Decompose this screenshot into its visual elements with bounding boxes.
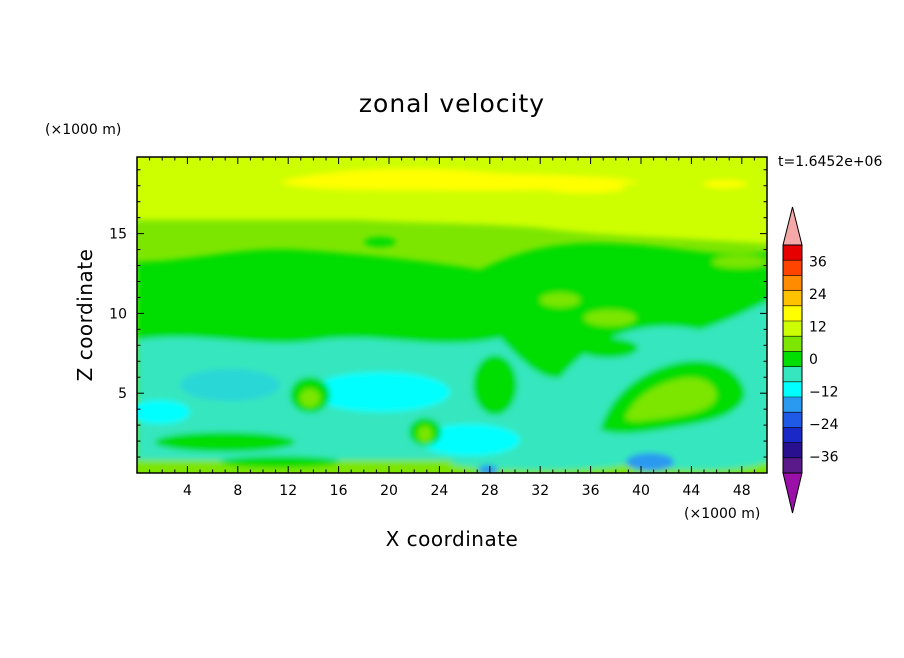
field-patch bbox=[712, 256, 767, 268]
colorbar: 36 24 12 0 −12 −24 −36 bbox=[782, 206, 839, 514]
field-patch bbox=[450, 454, 630, 470]
x-tick-label: 8 bbox=[233, 483, 242, 499]
field-patch bbox=[220, 456, 340, 468]
x-tick-label: 20 bbox=[380, 483, 398, 499]
field-negative-patch bbox=[478, 465, 498, 473]
chart-title: zonal velocity bbox=[359, 89, 545, 118]
field-green-patch bbox=[418, 426, 432, 442]
time-label: t=1.6452e+06 bbox=[778, 154, 882, 170]
field-patch bbox=[180, 369, 280, 401]
field-cyan-patch bbox=[420, 424, 520, 456]
colorbar-swatch bbox=[783, 245, 802, 261]
y-axis-label: Z coordinate bbox=[73, 249, 97, 382]
colorbar-swatch bbox=[783, 397, 802, 413]
field-negative-patch bbox=[626, 453, 674, 471]
field-cyan-patch bbox=[310, 372, 450, 412]
x-tick-label: 44 bbox=[682, 483, 700, 499]
y-tick-label: 15 bbox=[109, 227, 127, 243]
colorbar-tick-label: 0 bbox=[809, 352, 818, 368]
y-axis-unit: (×1000 m) bbox=[45, 122, 121, 138]
colorbar-swatch bbox=[783, 275, 802, 291]
x-tick-label: 36 bbox=[582, 483, 600, 499]
colorbar-swatch bbox=[783, 351, 802, 367]
colorbar-swatch bbox=[783, 381, 802, 398]
colorbar-under-arrow bbox=[782, 472, 803, 514]
x-tick-label: 4 bbox=[183, 483, 192, 499]
field-upper-band bbox=[137, 210, 767, 244]
x-tick-label: 12 bbox=[279, 483, 297, 499]
field-cyan-patch bbox=[137, 400, 190, 424]
field-green-patch bbox=[578, 338, 638, 358]
x-tick-label: 48 bbox=[733, 483, 751, 499]
field-max-patch bbox=[703, 180, 747, 188]
colorbar-swatch bbox=[783, 442, 802, 459]
x-tick-label: 24 bbox=[430, 483, 448, 499]
field-patch bbox=[584, 310, 636, 326]
x-axis-unit: (×1000 m) bbox=[684, 506, 760, 522]
colorbar-swatch bbox=[783, 290, 802, 307]
colorbar-tick-label: −12 bbox=[809, 385, 839, 401]
x-tick-label: 16 bbox=[330, 483, 348, 499]
field-green-patch bbox=[300, 389, 320, 407]
field-patch bbox=[364, 237, 396, 247]
y-tick-label: 10 bbox=[109, 306, 127, 322]
x-tick-label: 28 bbox=[481, 483, 499, 499]
colorbar-swatch bbox=[783, 305, 802, 322]
x-tick-label: 40 bbox=[632, 483, 650, 499]
colorbar-swatch bbox=[783, 427, 802, 443]
field-green-blob bbox=[625, 377, 717, 422]
colorbar-swatch bbox=[783, 412, 802, 428]
y-tick-label: 5 bbox=[118, 386, 127, 402]
colorbar-tick-label: 12 bbox=[809, 319, 827, 335]
colorbar-swatch bbox=[783, 260, 802, 276]
colorbar-swatch bbox=[783, 336, 802, 352]
colorbar-swatch bbox=[783, 366, 802, 383]
field-max-band bbox=[280, 168, 640, 191]
field-max-patch bbox=[545, 183, 625, 193]
x-tick-label: 32 bbox=[531, 483, 549, 499]
x-axis-label: X coordinate bbox=[386, 527, 519, 551]
colorbar-swatch bbox=[783, 321, 802, 337]
velocity-field bbox=[137, 157, 767, 473]
field-patch bbox=[540, 293, 580, 307]
field-green-patch bbox=[155, 432, 295, 452]
colorbar-tick-label: 36 bbox=[809, 254, 827, 270]
colorbar-tick-label: −36 bbox=[809, 450, 839, 466]
colorbar-tick-label: 24 bbox=[809, 287, 827, 303]
field-green-patch bbox=[473, 355, 517, 415]
colorbar-swatch bbox=[783, 457, 802, 474]
colorbar-over-arrow bbox=[782, 206, 803, 246]
colorbar-frame bbox=[782, 244, 803, 474]
colorbar-tick-label: −24 bbox=[809, 417, 839, 433]
